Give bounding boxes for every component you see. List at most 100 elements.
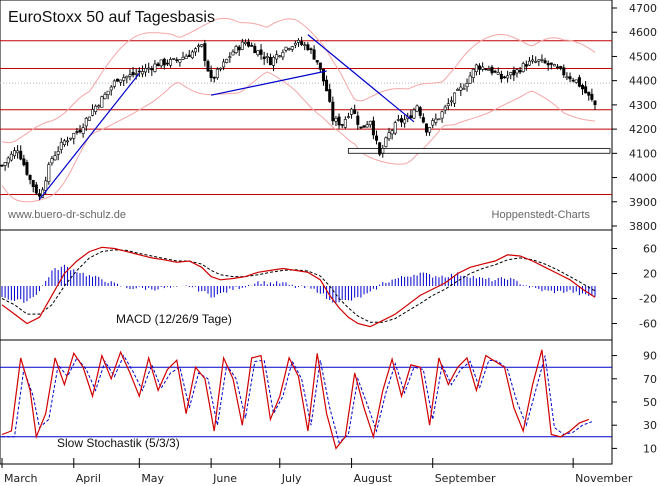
stochastic-levels: [0, 366, 612, 438]
price-tick-label: 4500: [629, 50, 657, 63]
candle-body: [100, 96, 104, 108]
candle-body: [384, 137, 388, 147]
candle-body: [359, 126, 363, 129]
candle-body: [571, 79, 575, 82]
macd-axis-ticks: 60 20 -20 -60: [612, 243, 657, 331]
candle-body: [44, 180, 48, 191]
candle-body: [527, 60, 531, 66]
candle-body: [418, 107, 422, 116]
candle-body: [549, 62, 553, 65]
candle-body: [346, 116, 350, 118]
candle-body: [178, 59, 182, 63]
candle-body: [150, 68, 154, 71]
candle-body: [159, 59, 163, 67]
candle-body: [565, 76, 569, 79]
candle-body: [3, 162, 7, 166]
candle-body: [237, 46, 241, 51]
candle-body: [125, 75, 129, 79]
candle-body: [309, 48, 313, 50]
candle-body: [9, 153, 13, 161]
candle-body: [474, 64, 478, 72]
bollinger-bands: [1, 17, 596, 203]
candle-body: [231, 51, 235, 56]
candle-body: [453, 92, 457, 104]
candle-body: [365, 124, 369, 128]
candle-body: [471, 68, 475, 78]
candle-body: [312, 49, 316, 60]
candle-body: [194, 48, 198, 53]
candle-body: [56, 151, 60, 155]
stochastic-k-line: [1, 349, 590, 450]
candle-body: [109, 86, 113, 91]
candle-body: [381, 148, 385, 154]
candle-body: [94, 105, 98, 112]
bollinger-lower: [1, 71, 596, 203]
candle-body: [187, 54, 191, 58]
candle-body: [378, 142, 382, 155]
candle-body: [144, 68, 148, 73]
candle-body: [518, 70, 522, 73]
candle-body: [122, 77, 126, 81]
candle-body: [296, 39, 300, 43]
candle-body: [543, 60, 547, 64]
watermark-right: Hoppenstedt-Charts: [492, 209, 591, 221]
stochastic-lines: [1, 349, 593, 450]
candle-body: [325, 79, 329, 92]
candle-body: [315, 60, 319, 63]
candle-body: [456, 89, 460, 91]
candle-body: [128, 74, 132, 77]
candle-body: [449, 100, 453, 103]
candle-body: [206, 61, 210, 72]
candle-body: [462, 88, 466, 90]
candle-body: [403, 119, 407, 124]
candle-body: [203, 43, 207, 62]
candle-body: [531, 59, 535, 62]
candle-body: [512, 70, 516, 76]
candle-body: [97, 105, 101, 108]
candle-body: [275, 54, 279, 60]
candle-body: [131, 72, 135, 76]
candle-body: [200, 44, 204, 47]
month-label: May: [141, 472, 164, 485]
price-box: [347, 147, 611, 154]
candle-body: [12, 150, 16, 157]
candle-body: [340, 124, 344, 126]
candle-body: [371, 120, 375, 136]
candle-body: [393, 122, 397, 134]
candle-body: [478, 65, 482, 70]
candle-body: [368, 120, 372, 126]
candle-body: [306, 44, 310, 50]
candle-body: [197, 45, 201, 48]
stochastic-tick-label: 10: [643, 442, 657, 455]
candle-body: [240, 41, 244, 50]
candle-body: [59, 142, 63, 150]
candle-body: [153, 63, 157, 72]
candle-body: [259, 49, 263, 55]
candle-body: [337, 116, 341, 126]
candle-body: [181, 56, 185, 60]
candle-body: [22, 158, 26, 166]
candle-body: [16, 150, 20, 154]
candle-body: [343, 119, 347, 128]
candle-body: [481, 66, 485, 70]
candle-body: [350, 108, 354, 115]
candle-body: [6, 157, 10, 164]
candle-body: [78, 130, 82, 133]
candle-body: [34, 184, 38, 194]
candle-body: [175, 59, 179, 61]
candle-body: [172, 58, 176, 60]
watermark-left: www.buero-dr-schulz.de: [7, 209, 126, 221]
candle-body: [509, 72, 513, 76]
candle-body: [50, 158, 54, 164]
candle-body: [556, 66, 560, 69]
candle-body: [496, 72, 500, 75]
trend-line-1: [38, 73, 140, 200]
month-label: March: [4, 472, 38, 485]
candle-body: [356, 115, 360, 125]
candle-body: [250, 45, 254, 47]
candle-body: [493, 70, 497, 73]
price-tick-label: 4000: [629, 172, 657, 185]
candle-body: [165, 62, 169, 65]
month-label: September: [435, 472, 496, 485]
stochastic-tick-label: 70: [643, 373, 657, 386]
